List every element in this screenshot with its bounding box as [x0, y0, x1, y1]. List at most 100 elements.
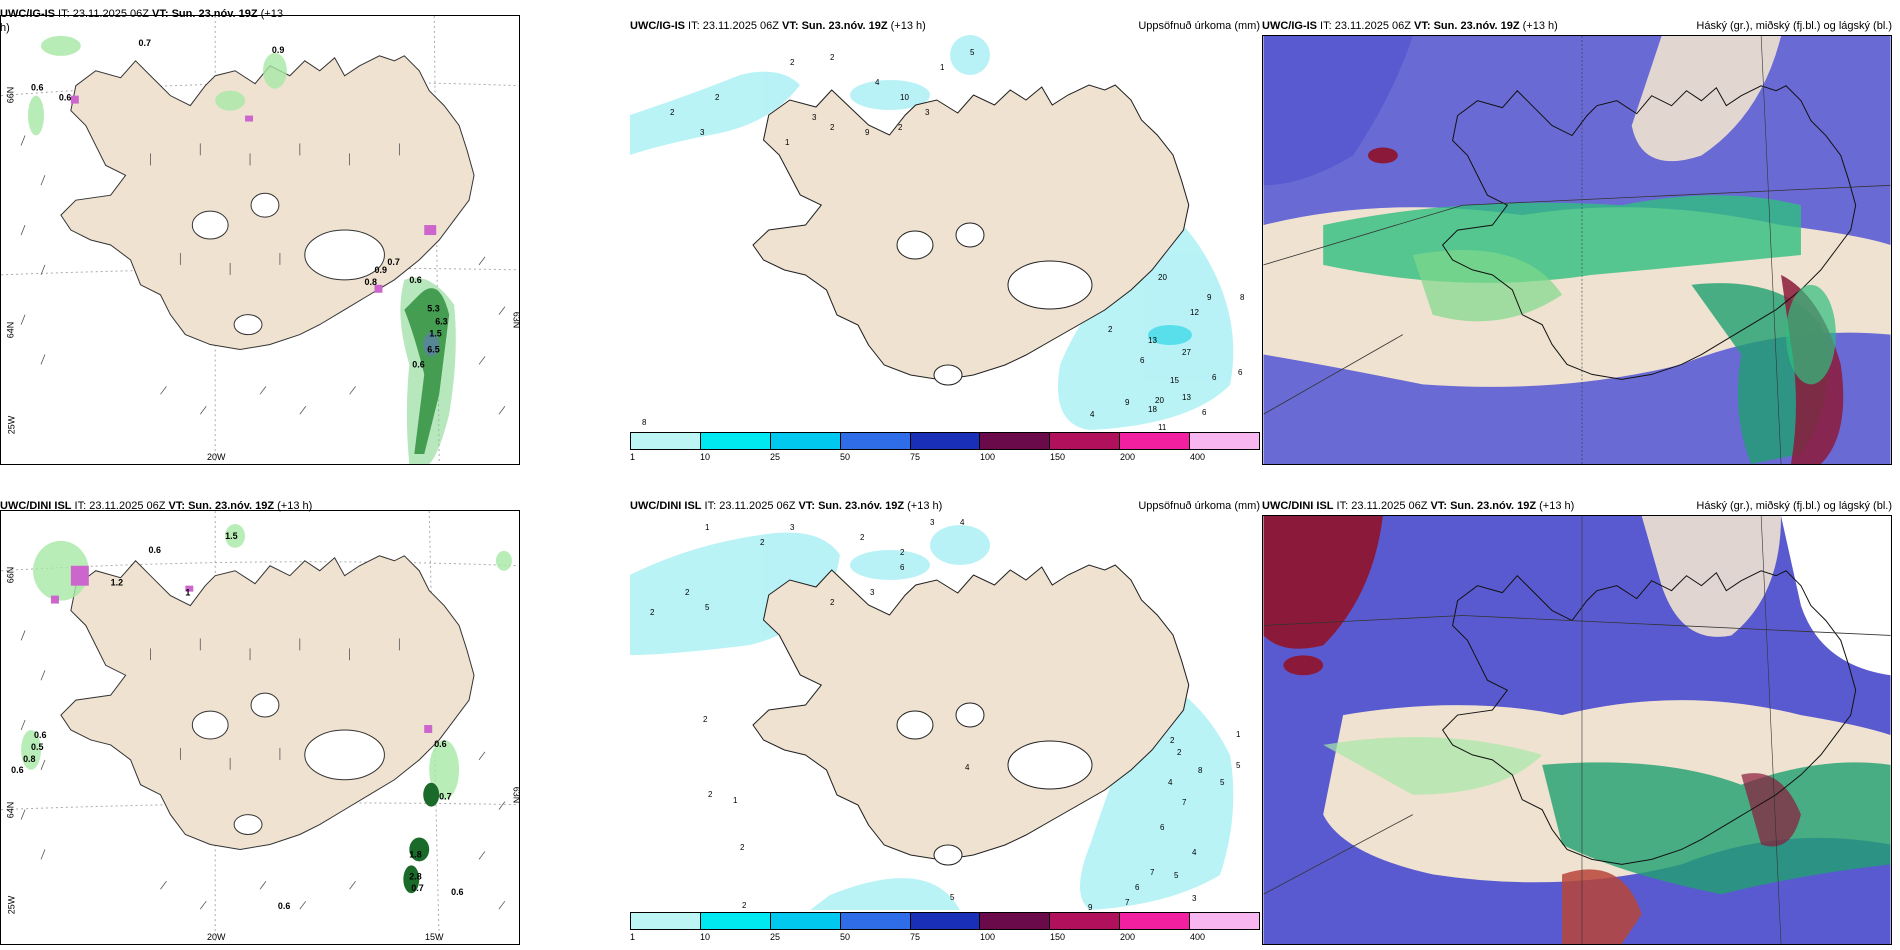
lead-time: (+13 h): [904, 500, 943, 512]
init-time: IT: 23.11.2025 06Z: [685, 20, 783, 32]
value-label: 0.7: [387, 257, 399, 267]
precip-value: 7: [1125, 898, 1130, 907]
precip-value: 2: [685, 588, 690, 597]
axis-label: 25W: [6, 415, 17, 435]
precip-value: 1: [733, 796, 738, 805]
valid-time: VT: Sun. 23.nóv. 19Z: [152, 8, 258, 20]
precip-value: 6: [1140, 356, 1145, 365]
panel-right-title: Háský (gr.), miðský (fj.bl.) og lágský (…: [1696, 20, 1892, 32]
panel-right-title: Uppsöfnuð úrkoma (mm): [1138, 20, 1260, 32]
precip-value: 6: [1202, 408, 1207, 417]
map-frame: 0.7 0.9 0.6 0.6 0.7 0.9 0.8 0.6 5.3 6.3 …: [0, 15, 520, 465]
value-label: 1: [185, 588, 190, 598]
axis-label: 20W: [207, 452, 226, 462]
valid-time: VT: Sun. 23.nóv. 19Z: [1430, 500, 1537, 512]
model-name: UWC/IG-IS: [1262, 20, 1317, 32]
legend-tick: 150: [1050, 452, 1066, 462]
precip-value: 2: [1170, 736, 1175, 745]
value-label: 0.7: [139, 38, 151, 48]
value-label: 0.6: [34, 730, 46, 740]
precip-value: 6: [1238, 368, 1243, 377]
precip-legend: [630, 432, 1260, 450]
precip-value: 13: [1182, 393, 1191, 402]
legend-tick: 100: [980, 452, 996, 462]
precip-value: 1: [1236, 730, 1241, 739]
precip-value: 2: [1177, 748, 1182, 757]
legend-tick: 150: [1050, 932, 1066, 942]
precip-value: 9: [1125, 398, 1130, 407]
value-label: 0.6: [412, 359, 424, 369]
precip-value: 13: [1148, 336, 1157, 345]
lead-time: (+13 h): [887, 20, 926, 32]
precip-value: 3: [700, 128, 705, 137]
precip-value: 8: [642, 418, 647, 427]
axis-label: 64N: [5, 801, 16, 819]
map-frame: 1.5 0.6 1.2 1 0.6 0.5 0.8 0.6 0.6 0.7 1.…: [0, 510, 520, 945]
precip-value: 10: [900, 93, 909, 102]
legend-tick: 75: [910, 452, 921, 462]
value-label: 0.7: [411, 883, 423, 893]
precip-value: 3: [812, 113, 817, 122]
precip-value: 5: [950, 893, 955, 902]
precip-value: 6: [1160, 823, 1165, 832]
map-frame: [1262, 35, 1892, 465]
precip-value: 3: [1192, 894, 1197, 903]
legend-tick: 50: [840, 452, 851, 462]
precip-value: 15: [1170, 376, 1179, 385]
precip-value: 2: [790, 58, 795, 67]
legend-tick: 400: [1190, 452, 1206, 462]
value-label: 0.6: [278, 901, 290, 911]
map-bottom-right: [1263, 515, 1891, 945]
model-name: UWC/DINI ISL: [1262, 500, 1334, 512]
map-frame: [1262, 515, 1892, 945]
precip-value: 3: [870, 588, 875, 597]
value-label: 6.3: [435, 317, 447, 327]
legend-tick: 10: [700, 932, 711, 942]
map-top-right: [1263, 35, 1891, 465]
init-time: IT: 23.11.2025 06Z: [71, 500, 169, 512]
panel-header: UWC/DINI ISL IT: 23.11.2025 06Z VT: Sun.…: [1262, 500, 1574, 512]
precip-value: 27: [1182, 348, 1191, 357]
lead-time: (+13: [257, 8, 283, 20]
precip-value: 9: [865, 128, 870, 137]
precip-value: 5: [1236, 761, 1241, 770]
precip-value: 20: [1158, 273, 1167, 282]
precip-value: 20: [1155, 396, 1164, 405]
precip-value: 6: [900, 563, 905, 572]
valid-time: VT: Sun. 23.nóv. 19Z: [798, 500, 905, 512]
precip-value: 2: [830, 123, 835, 132]
map-frame: 1 2 3 2 3 4 2 6 2 5 2 2 3 4 2 1 2 4 5 8: [630, 515, 1260, 912]
panel-top-right: UWC/IG-IS IT: 23.11.2025 06Z VT: Sun. 23…: [1262, 0, 1892, 465]
precip-value: 5: [1220, 778, 1225, 787]
legend-tick: 1: [630, 452, 636, 462]
precip-legend: [630, 912, 1260, 930]
precip-value: 3: [790, 523, 795, 532]
panel-header: UWC/IG-IS IT: 23.11.2025 06Z VT: Sun. 23…: [1262, 20, 1558, 32]
precip-value: 9: [1207, 293, 1212, 302]
model-name: UWC/IG-IS: [0, 8, 55, 20]
axis-label: 63N: [511, 786, 522, 804]
value-label: 0.6: [11, 765, 23, 775]
value-label: 0.9: [272, 45, 284, 55]
panel-right-title: Háský (gr.), miðský (fj.bl.) og lágský (…: [1696, 500, 1892, 512]
value-label: 0.6: [409, 275, 421, 285]
panel-top-middle: UWC/IG-IS IT: 23.11.2025 06Z VT: Sun. 23…: [630, 0, 1260, 465]
value-label: 0.7: [439, 792, 451, 802]
panel-header: UWC/IG-IS IT: 23.11.2025 06Z VT: Sun. 23…: [630, 20, 926, 32]
lead-time: (+13 h): [1519, 20, 1558, 32]
precip-value: 6: [1135, 883, 1140, 892]
value-label: 0.9: [374, 265, 386, 275]
panel-header: UWC/IG-IS IT: 23.11.2025 06Z VT: Sun. 23…: [0, 8, 283, 20]
value-label: 0.6: [59, 93, 71, 103]
legend-tick: 200: [1120, 452, 1136, 462]
precip-value: 2: [715, 93, 720, 102]
value-label: 1.5: [225, 531, 237, 541]
map-top-left: 0.7 0.9 0.6 0.6 0.7 0.9 0.8 0.6 5.3 6.3 …: [1, 15, 519, 465]
precip-value: 2: [670, 108, 675, 117]
init-time: IT: 23.11.2025 06Z: [55, 8, 153, 20]
precip-value: 2: [703, 715, 708, 724]
precip-value: 2: [830, 598, 835, 607]
legend-tick: 200: [1120, 932, 1136, 942]
value-label: 0.6: [451, 887, 463, 897]
valid-time: VT: Sun. 23.nóv. 19Z: [168, 500, 275, 512]
